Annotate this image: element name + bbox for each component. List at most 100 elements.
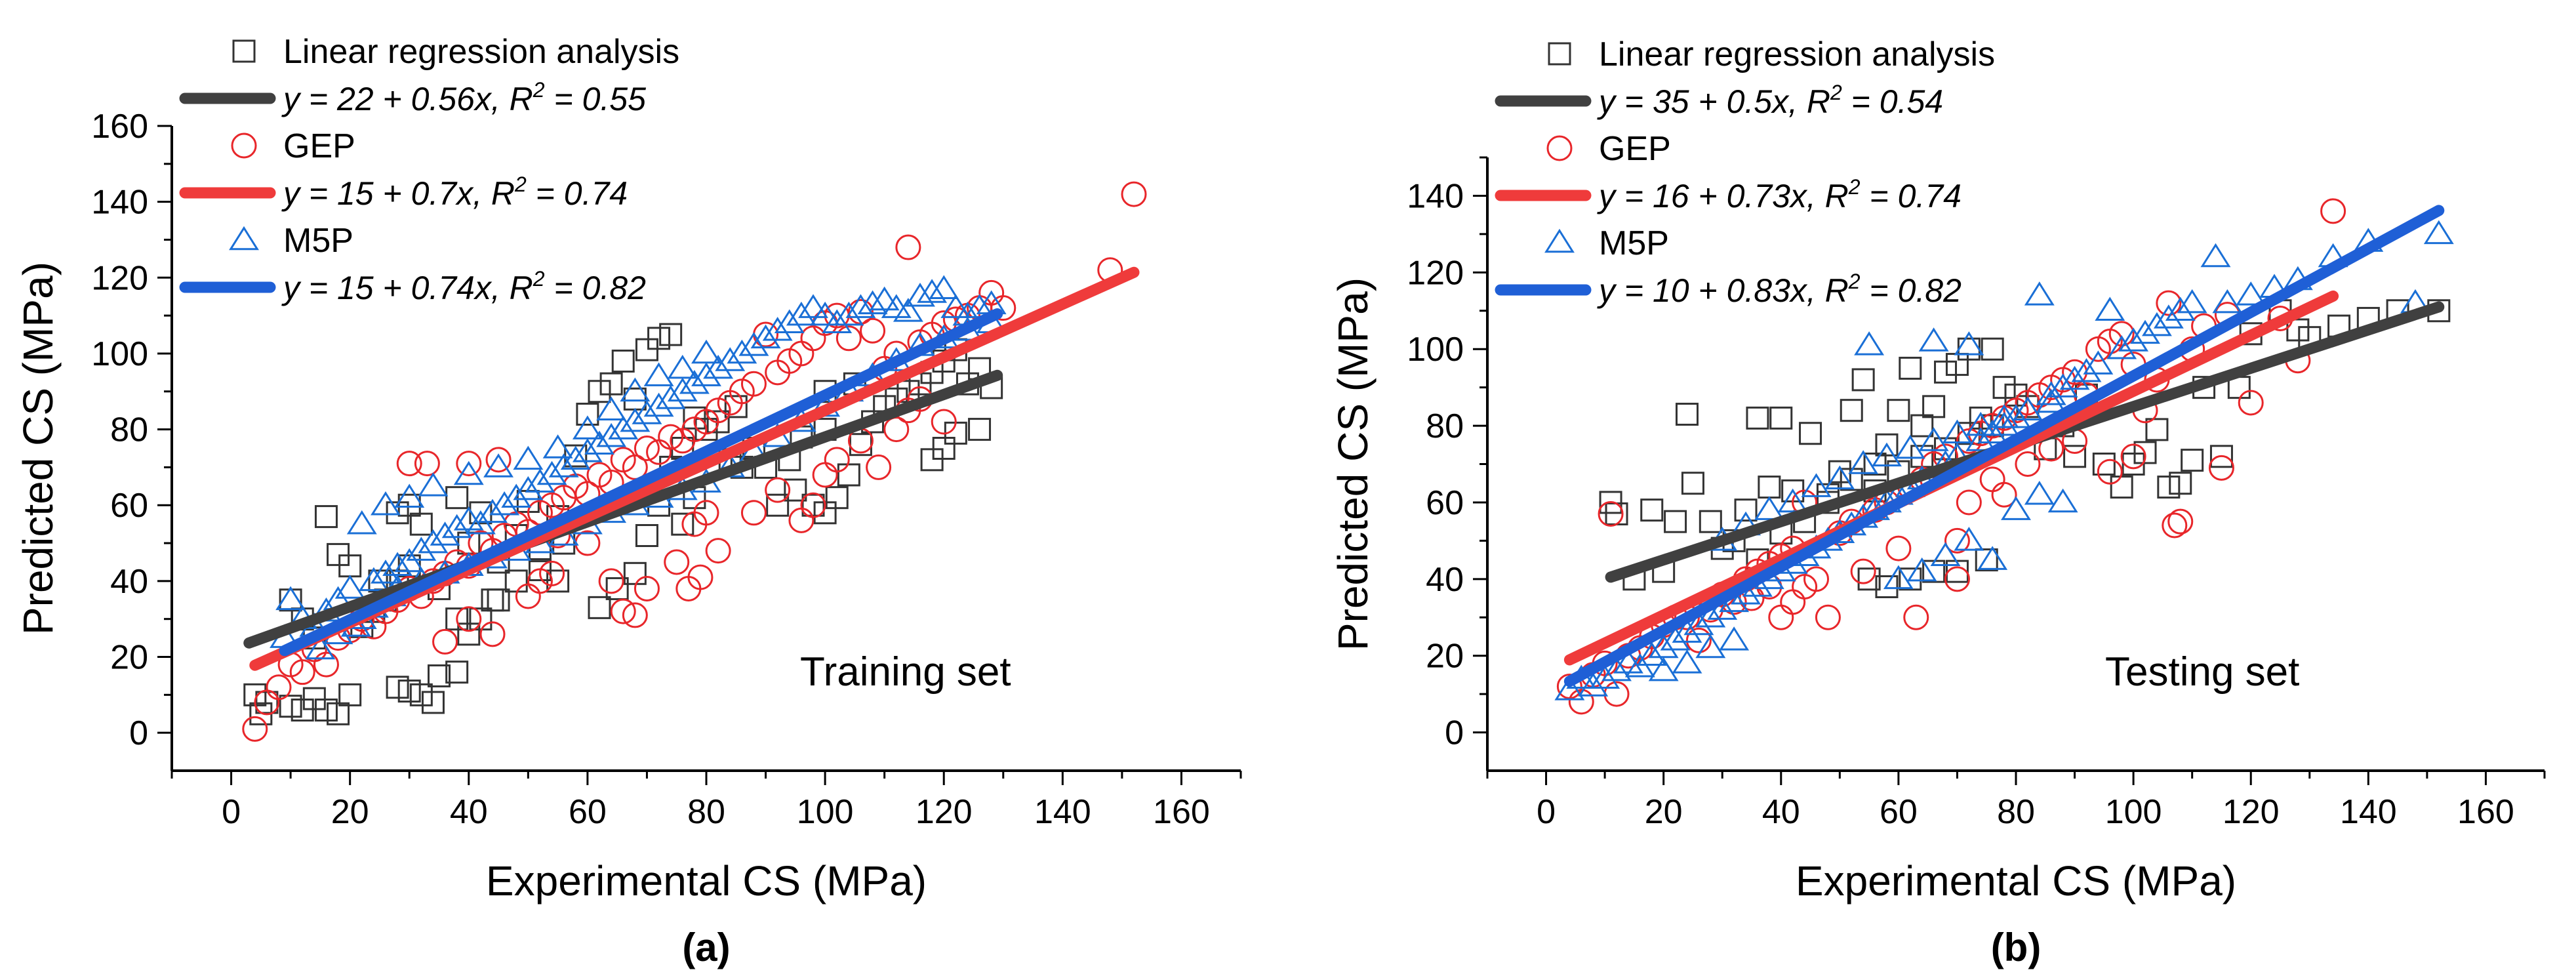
data-point (1934, 360, 1958, 384)
data-point (632, 400, 662, 424)
legend-marker-square (232, 39, 256, 63)
legend: Linear regression analysis y = 22 + 0.56x… (179, 33, 679, 306)
data-point (1944, 527, 1970, 554)
data-point (1957, 337, 1981, 361)
data-point (812, 462, 838, 488)
data-point (504, 569, 528, 593)
data-point (456, 606, 482, 632)
data-point (1957, 422, 1981, 445)
data-point (313, 651, 339, 678)
data-point (622, 602, 648, 628)
data-point (2165, 296, 2196, 321)
data-point (917, 279, 948, 303)
data-point (2145, 418, 2169, 441)
data-point (703, 354, 734, 379)
data-point (599, 372, 623, 396)
data-point (418, 529, 449, 554)
data-point (706, 410, 730, 434)
data-point (643, 392, 674, 417)
data-point (1875, 433, 1899, 457)
data-point (1734, 498, 1758, 522)
data-point (1664, 510, 1687, 533)
data-point (1768, 604, 1794, 630)
data-point (659, 323, 683, 346)
data-point (572, 415, 603, 439)
y-tick-label: 120 (1407, 254, 1464, 292)
data-point (327, 702, 350, 725)
data-point (548, 453, 579, 478)
y-tick-label: 100 (91, 335, 148, 373)
data-point (2012, 396, 2043, 420)
x-tick-label: 20 (331, 793, 369, 831)
data-point (2108, 321, 2135, 347)
y-tick-label: 100 (1407, 331, 1464, 369)
data-point (800, 492, 826, 518)
data-point (2162, 512, 2188, 539)
data-point (409, 683, 433, 706)
data-point (1872, 442, 1902, 467)
legend-series-name: M5P (1599, 224, 1669, 262)
data-point (837, 463, 860, 487)
data-point (2036, 381, 2066, 405)
data-point (940, 294, 971, 318)
data-point (990, 295, 1016, 321)
data-point (1989, 404, 2020, 428)
data-point (2036, 388, 2066, 413)
data-point (539, 560, 565, 586)
data-point (883, 417, 910, 443)
data-point (1598, 500, 1624, 527)
data-point (1977, 546, 2008, 570)
panel-label: (b) (1991, 925, 2042, 969)
data-point (687, 564, 714, 590)
data-point (596, 422, 627, 447)
data-point (1640, 498, 1664, 522)
legend-series-name: Linear regression analysis (1599, 35, 1995, 73)
data-point (810, 301, 841, 326)
y-tick-label: 60 (110, 487, 148, 525)
data-point (2157, 476, 2181, 499)
data-point (1857, 567, 1881, 591)
data-point (1918, 327, 1949, 352)
data-point (1746, 406, 1769, 430)
data-point (2133, 441, 2157, 464)
data-point (2238, 390, 2264, 416)
data-point (2024, 481, 2055, 505)
data-point (1965, 427, 1996, 451)
data-point (432, 628, 458, 655)
data-point (2047, 488, 2078, 513)
data-point (371, 491, 401, 516)
data-point (2095, 296, 2125, 321)
data-point (1719, 626, 1750, 651)
data-point (409, 512, 433, 536)
data-point (1672, 649, 1702, 674)
data-point (1801, 473, 1832, 497)
data-point (1954, 527, 1984, 551)
data-point (1648, 634, 1679, 659)
y-tick-label: 140 (91, 184, 148, 222)
data-point (418, 472, 449, 497)
data-point (441, 514, 472, 539)
x-tick-label: 40 (1762, 793, 1800, 831)
fit-line-triangle (279, 308, 1003, 657)
x-tick-label: 0 (1537, 793, 1556, 831)
data-point (1910, 414, 1934, 437)
chart-panel-a: 0 20 40 60 80 100 120 140 160 0 20 40 60 80 100 120 140 1… (14, 33, 1242, 969)
legend-fit-equation: y = 22 + 0.56x, R2 = 0.55 (281, 78, 646, 117)
data-point (2141, 312, 2172, 336)
data-point (487, 588, 510, 612)
data-point (1578, 672, 1609, 697)
legend-fit-equation: y = 15 + 0.74x, R2 = 0.82 (281, 267, 646, 306)
data-point (968, 418, 992, 441)
data-point (1683, 611, 1714, 636)
data-point (477, 498, 508, 523)
chart-panel-b: 0 20 40 60 80 100 120 140 160 0 20 40 60 80 100 120 140 E… (1329, 35, 2546, 969)
data-point (610, 598, 636, 624)
x-tick-label: 20 (1645, 793, 1683, 831)
data-point (2286, 318, 2310, 342)
data-point (479, 621, 506, 647)
fit-line-square (243, 369, 1003, 649)
legend-fit-equation: y = 35 + 0.5x, R2 = 0.54 (1597, 81, 1943, 120)
data-point (396, 451, 422, 477)
data-point (1648, 657, 1679, 681)
data-point (605, 577, 629, 600)
